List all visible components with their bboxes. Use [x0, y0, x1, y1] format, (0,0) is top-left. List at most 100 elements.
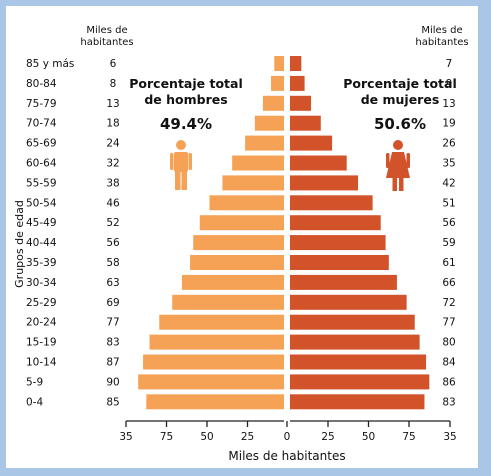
female-bar [290, 115, 321, 131]
male-value-label: 8 [110, 78, 117, 90]
male-bar [232, 155, 284, 171]
female-value-label: 13 [442, 98, 455, 110]
female-bar [290, 95, 312, 111]
male-value-label: 46 [106, 197, 120, 209]
age-group-label: 55-59 [26, 177, 57, 189]
male-value-label: 18 [106, 118, 119, 130]
female-value-label: 9 [446, 78, 453, 90]
female-value-label: 66 [442, 277, 456, 289]
male-value-label: 56 [106, 237, 120, 249]
age-group-label: 25-29 [26, 297, 57, 309]
female-bar [290, 175, 359, 191]
male-bar [143, 354, 284, 370]
male-bar [181, 274, 284, 290]
female-bar [290, 314, 415, 330]
male-bar [146, 394, 284, 410]
male-value-label: 63 [106, 277, 119, 289]
female-value-label: 42 [442, 177, 455, 189]
male-value-label: 13 [106, 98, 119, 110]
right-header-label: Miles de habitantes [415, 25, 468, 48]
age-group-label: 20-24 [26, 317, 57, 329]
female-bar [290, 56, 302, 71]
female-bar [290, 334, 420, 350]
male-value-label: 52 [106, 217, 119, 229]
female-bar [290, 135, 333, 151]
x-tick-label: 50 [362, 431, 375, 443]
female-bar [290, 274, 397, 290]
x-tick-label: 75 [402, 431, 415, 443]
female-value-label: 83 [442, 396, 455, 408]
x-tick-label: 35 [443, 431, 456, 443]
male-value-label: 90 [106, 376, 119, 388]
male-total-label: Porcentaje total de hombres [129, 76, 242, 107]
male-bar [190, 255, 284, 270]
left-header-label: Miles de habitantes [80, 25, 133, 48]
age-group-label: 80-84 [26, 78, 57, 90]
population-pyramid-chart: Miles de habitantes Miles de habitantes Grup… [13, 25, 469, 463]
male-value-label: 77 [106, 317, 119, 329]
male-bar [149, 334, 284, 350]
female-value-label: 77 [442, 317, 455, 329]
x-tick-label: 25 [241, 431, 254, 443]
male-value-label: 32 [106, 158, 119, 170]
female-bar [290, 75, 305, 91]
age-group-label: 0-4 [26, 396, 43, 408]
male-value-label: 87 [106, 357, 119, 369]
female-bar [290, 354, 427, 370]
female-value-label: 86 [442, 376, 456, 388]
female-total-label: Porcentaje total de mujeres [343, 76, 456, 107]
male-bar [274, 56, 284, 71]
female-bar [290, 374, 430, 390]
female-bar [290, 294, 407, 310]
male-bar [138, 374, 284, 390]
female-bar [290, 394, 425, 410]
age-group-label: 85 y más [26, 58, 74, 70]
age-group-label: 5-9 [26, 376, 43, 388]
female-value-label: 51 [442, 197, 455, 209]
female-total-value: 50.6% [374, 115, 426, 133]
male-bar [245, 135, 284, 151]
female-value-label: 26 [442, 138, 456, 150]
male-bar [262, 95, 284, 111]
male-bar [172, 294, 284, 310]
female-value-label: 35 [442, 158, 455, 170]
female-bar [290, 235, 386, 251]
female-value-label: 7 [446, 58, 453, 70]
x-tick-label: 25 [321, 431, 334, 443]
male-value-label: 69 [106, 297, 119, 309]
female-value-label: 84 [442, 357, 456, 369]
female-value-label: 61 [442, 257, 455, 269]
female-value-label: 80 [442, 337, 455, 349]
female-value-label: 19 [442, 118, 455, 130]
x-tick-label: 75 [160, 431, 173, 443]
female-value-label: 56 [442, 217, 456, 229]
age-group-label: 60-64 [26, 158, 57, 170]
female-value-label: 59 [442, 237, 455, 249]
male-value-label: 83 [106, 337, 119, 349]
male-icon [170, 140, 192, 190]
x-tick-label: 50 [200, 431, 213, 443]
male-bar [254, 115, 284, 131]
age-group-label: 35-39 [26, 257, 57, 269]
female-bar [290, 215, 381, 231]
female-icon [386, 140, 410, 191]
male-value-label: 58 [106, 257, 119, 269]
male-bar [222, 175, 284, 191]
x-tick-label: 35 [119, 431, 132, 443]
x-axis-title: Miles de habitantes [228, 449, 345, 463]
age-group-label: 45-49 [26, 217, 57, 229]
male-value-label: 24 [106, 138, 120, 150]
x-tick-label: 0 [284, 431, 291, 443]
age-group-label: 15-19 [26, 337, 57, 349]
male-bar [209, 195, 284, 211]
y-axis-title: Grupos de edad [13, 200, 26, 288]
female-bar [290, 195, 373, 211]
age-group-label: 70-74 [26, 118, 57, 130]
chart-panel: Miles de habitantes Miles de habitantes Grup… [6, 6, 478, 468]
female-value-label: 72 [442, 297, 455, 309]
age-group-label: 50-54 [26, 197, 57, 209]
male-value-label: 38 [106, 177, 119, 189]
male-bar [193, 235, 284, 251]
female-bar [290, 155, 347, 171]
male-bar [199, 215, 284, 231]
